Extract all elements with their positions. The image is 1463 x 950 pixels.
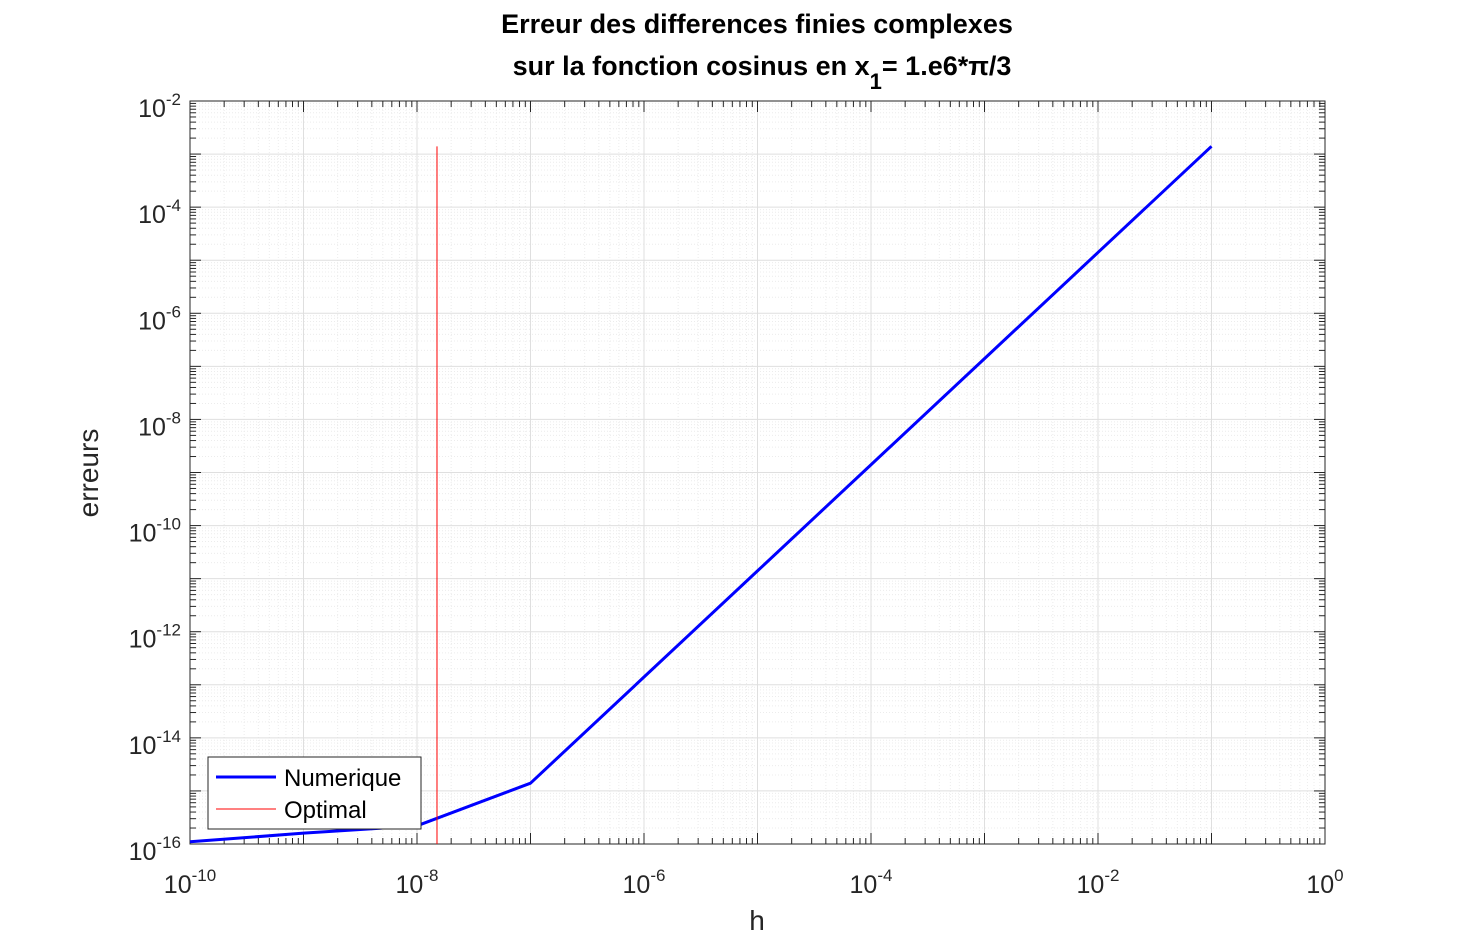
x-tick-labels: 10-10 10-8 10-6 10-4 10-2 100 [164, 866, 1344, 899]
x-tick-label: 10-4 [850, 866, 893, 899]
y-tick-label: 10-10 [129, 515, 181, 548]
legend: Numerique Optimal [207, 756, 422, 830]
x-tick-label: 100 [1306, 866, 1343, 899]
y-tick-labels: 10-16 10-14 10-12 10-10 10-8 10-6 10-4 10-2 [129, 90, 181, 866]
y-tick-label: 10-14 [129, 727, 181, 760]
y-tick-label: 10-4 [138, 196, 181, 229]
x-tick-label: 10-8 [396, 866, 439, 899]
y-tick-label: 10-8 [138, 408, 181, 441]
y-tick-label: 10-6 [138, 302, 181, 335]
x-tick-label: 10-10 [164, 866, 216, 899]
legend-label-optimal: Optimal [284, 797, 367, 824]
major-grid [190, 101, 1325, 844]
y-tick-label: 10-16 [129, 833, 181, 866]
legend-label-numerique: Numerique [284, 765, 401, 792]
axis-ticks [189, 100, 1326, 845]
x-axis-label: h [749, 905, 765, 936]
legend-box [207, 756, 422, 830]
chart-title-line-2: sur la fonction cosinus en x1= 1.e6*π/3 [513, 51, 1012, 94]
chart-title-line-1: Erreur des differences finies complexes [501, 9, 1013, 39]
x-tick-label: 10-2 [1077, 866, 1120, 899]
y-tick-label: 10-2 [138, 90, 181, 123]
y-tick-label: 10-12 [129, 621, 181, 654]
y-axis-label: erreurs [73, 429, 104, 518]
x-tick-label: 10-6 [623, 866, 666, 899]
